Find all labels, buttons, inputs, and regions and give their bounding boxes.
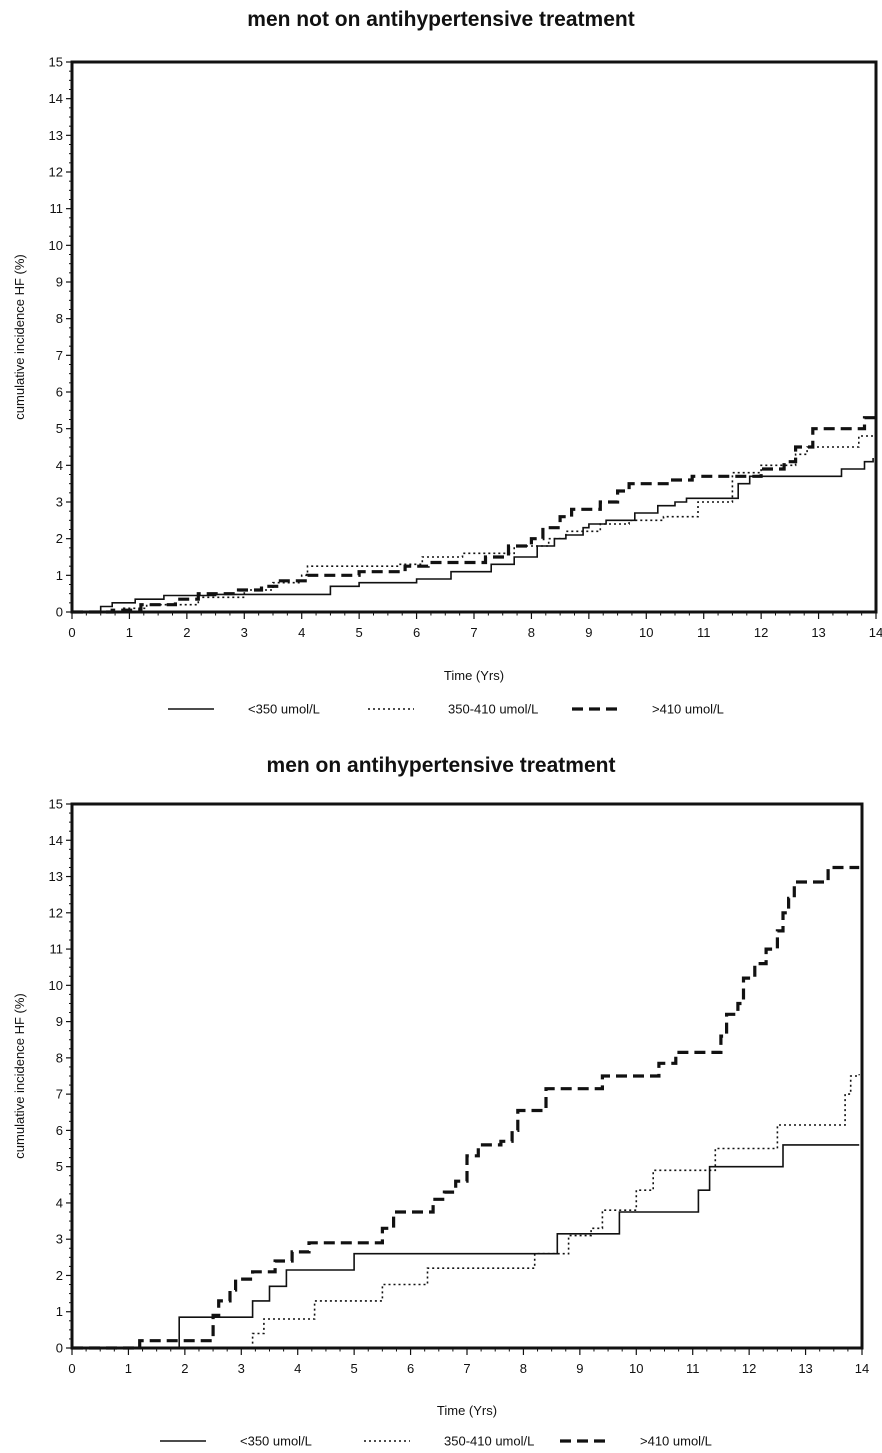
y-axis-label: cumulative incidence HF (%): [12, 254, 27, 419]
x-tick-label: 9: [576, 1361, 583, 1376]
legend-label: >410 umol/L: [652, 702, 724, 717]
y-tick-label: 6: [56, 385, 63, 400]
y-tick-label: 3: [56, 1232, 63, 1247]
y-tick-label: 11: [50, 942, 64, 957]
x-tick-label: 0: [68, 1361, 75, 1376]
y-tick-label: 14: [49, 833, 63, 848]
y-tick-label: 10: [49, 238, 63, 253]
y-tick-label: 13: [49, 128, 63, 143]
x-axis-label: Time (Yrs): [437, 1403, 497, 1418]
x-tick-label: 7: [463, 1361, 470, 1376]
y-tick-label: 12: [49, 165, 63, 180]
y-tick-label: 9: [56, 1014, 63, 1029]
plot-frame: [70, 802, 864, 1350]
x-tick-label: 14: [855, 1361, 869, 1376]
y-tick-label: 0: [56, 605, 63, 620]
y-tick-label: 13: [49, 869, 63, 884]
legend-label: <350 umol/L: [248, 702, 320, 717]
plot-frame: [70, 60, 878, 614]
x-tick-label: 4: [294, 1361, 301, 1376]
x-tick-label: 9: [585, 625, 592, 640]
legend-label: >410 umol/L: [640, 1434, 712, 1449]
x-tick-label: 5: [356, 625, 363, 640]
y-tick-label: 0: [56, 1341, 63, 1356]
x-tick-label: 8: [528, 625, 535, 640]
x-tick-label: 4: [298, 625, 305, 640]
legend-label: <350 umol/L: [240, 1434, 312, 1449]
x-tick-label: 1: [126, 625, 133, 640]
y-tick-label: 15: [49, 797, 63, 812]
series-line-350-410: [72, 1074, 860, 1349]
x-tick-label: 11: [697, 625, 711, 640]
x-tick-label: 6: [407, 1361, 414, 1376]
y-tick-label: 1: [56, 568, 63, 583]
y-tick-label: 6: [56, 1123, 63, 1138]
y-tick-label: 11: [50, 201, 64, 216]
x-tick-label: 3: [238, 1361, 245, 1376]
x-tick-label: 2: [183, 625, 190, 640]
chart-title: men on antihypertensive treatment: [266, 754, 616, 777]
x-tick-label: 0: [68, 625, 75, 640]
x-tick-label: 13: [798, 1361, 812, 1376]
chart-title: men not on antihypertensive treatment: [247, 8, 635, 31]
y-tick-label: 14: [49, 91, 63, 106]
y-tick-label: 5: [56, 1159, 63, 1174]
x-tick-label: 6: [413, 625, 420, 640]
x-tick-label: 10: [629, 1361, 643, 1376]
y-tick-label: 12: [49, 905, 63, 920]
legend-label: 350-410 umol/L: [444, 1434, 534, 1449]
y-tick-label: 4: [56, 1195, 63, 1210]
series-line-below-350: [72, 1144, 860, 1349]
y-tick-label: 1: [56, 1304, 63, 1319]
series-line-below-350: [72, 458, 874, 613]
chart-panel-top: men not on antihypertensive treatment 0 1…: [0, 0, 882, 725]
x-tick-label: 12: [742, 1361, 756, 1376]
y-tick-label: 4: [56, 458, 63, 473]
x-tick-label: 5: [351, 1361, 358, 1376]
x-axis-label: Time (Yrs): [444, 668, 504, 683]
x-tick-label: 10: [639, 625, 653, 640]
series-line-350-410: [72, 435, 874, 613]
y-tick-label: 2: [56, 531, 63, 546]
y-tick-label: 9: [56, 275, 63, 290]
x-tick-label: 7: [470, 625, 477, 640]
y-axis-label: cumulative incidence HF (%): [12, 993, 27, 1158]
y-tick-label: 7: [56, 348, 63, 363]
series-line-above-410: [72, 410, 875, 614]
x-tick-label: 13: [811, 625, 825, 640]
y-tick-label: 15: [49, 55, 63, 70]
legend-label: 350-410 umol/L: [448, 702, 538, 717]
x-tick-label: 1: [125, 1361, 132, 1376]
y-tick-label: 8: [56, 311, 63, 326]
y-tick-label: 8: [56, 1050, 63, 1065]
x-tick-label: 12: [754, 625, 768, 640]
x-tick-label: 14: [869, 625, 882, 640]
series-line-above-410: [72, 865, 860, 1350]
y-tick-label: 5: [56, 421, 63, 436]
x-tick-label: 8: [520, 1361, 527, 1376]
y-tick-label: 2: [56, 1268, 63, 1283]
x-tick-label: 2: [181, 1361, 188, 1376]
y-tick-label: 3: [56, 495, 63, 510]
x-tick-label: 11: [686, 1361, 700, 1376]
y-tick-label: 7: [56, 1087, 63, 1102]
x-tick-label: 3: [241, 625, 248, 640]
y-tick-label: 10: [49, 978, 63, 993]
